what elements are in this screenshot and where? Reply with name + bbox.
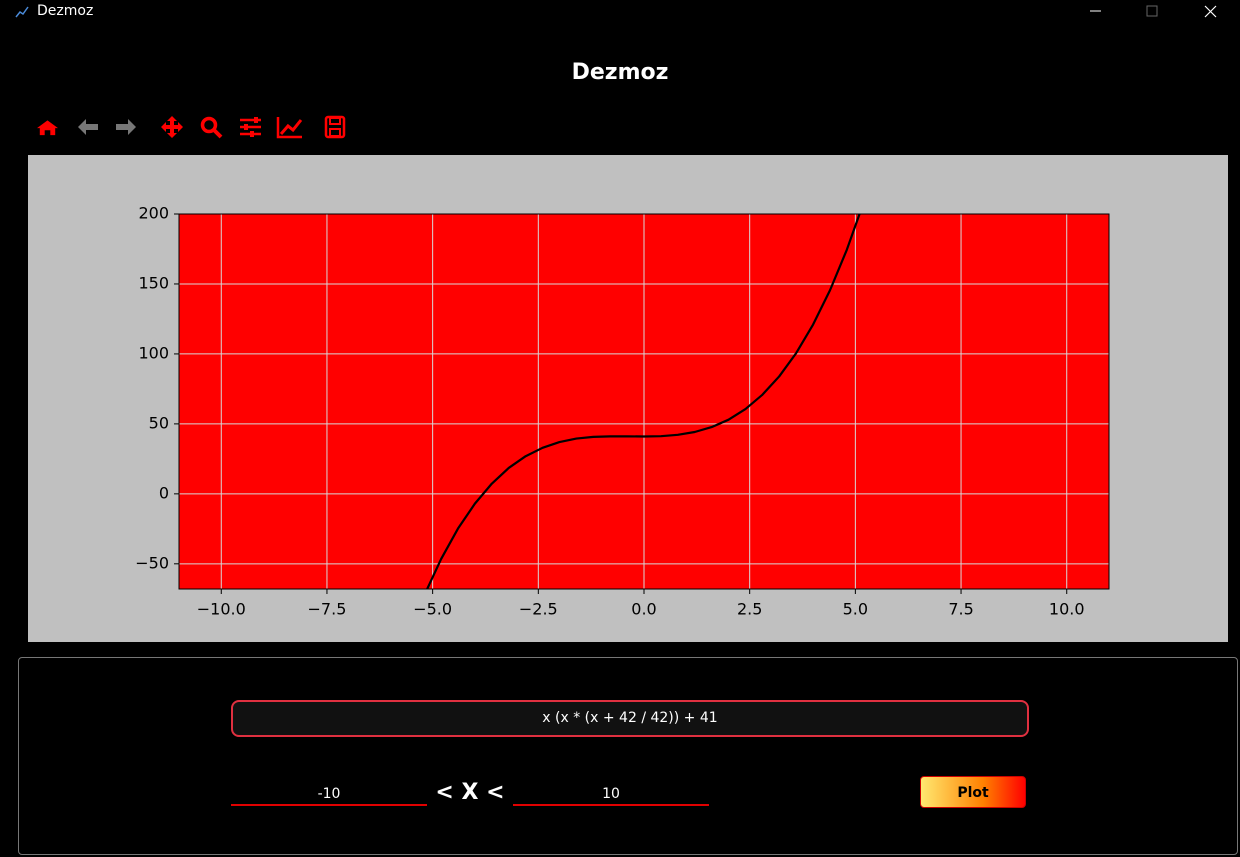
x-tick-label: 7.5 — [948, 600, 973, 619]
x-max-input[interactable]: 10 — [513, 784, 709, 806]
window-controls[interactable] — [1080, 0, 1240, 24]
x-min-input[interactable]: -10 — [231, 784, 427, 806]
y-tick-label: 150 — [138, 273, 169, 292]
x-tick-label: −7.5 — [308, 600, 347, 619]
chart: −50 0 50 100 150 200 −10.0 −7.5 −5.0 −2.5 0.0 2.5 5.… — [28, 155, 1228, 642]
app-icon — [15, 6, 29, 18]
expression-input[interactable]: x (x * (x + 42 / 42)) + 41 — [231, 700, 1029, 737]
y-tick-label: 50 — [149, 413, 169, 432]
x-tick-label: 0.0 — [631, 600, 656, 619]
app-title: Dezmoz — [571, 60, 669, 85]
plot-button[interactable]: Plot — [920, 776, 1026, 808]
x-tick-label: −2.5 — [519, 600, 558, 619]
range-operator: < X < — [435, 780, 505, 805]
title-bar: Dezmoz — [0, 0, 1240, 24]
x-tick-label: 10.0 — [1049, 600, 1085, 619]
control-panel — [18, 657, 1238, 855]
y-tick-label: 0 — [159, 483, 169, 502]
curve — [425, 214, 861, 589]
y-tick-label: 200 — [138, 204, 169, 223]
x-tick-label: 2.5 — [737, 600, 762, 619]
y-tick-label: 100 — [138, 343, 169, 362]
toolbar[interactable] — [30, 112, 360, 144]
x-tick-label: 5.0 — [843, 600, 868, 619]
x-tick-label: −5.0 — [413, 600, 452, 619]
window-title: Dezmoz — [37, 3, 94, 19]
y-tick-label: −50 — [135, 553, 169, 572]
x-tick-label: −10.0 — [197, 600, 246, 619]
axes-frame — [178, 213, 1110, 590]
